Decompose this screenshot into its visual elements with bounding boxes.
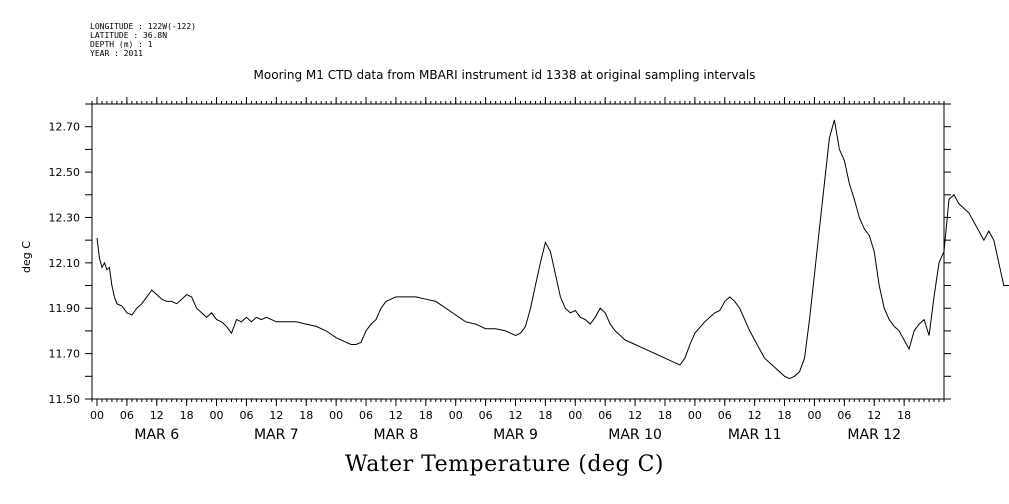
chart-title: Mooring M1 CTD data from MBARI instrumen… [253, 68, 756, 82]
x-tick-label: 18 [538, 409, 552, 422]
x-tick-label: 00 [90, 409, 104, 422]
x-day-label: MAR 12 [847, 427, 901, 443]
x-tick-label: 00 [688, 409, 702, 422]
x-tick-label: 00 [210, 409, 224, 422]
longitude-text: LONGITUDE : 122W(-122) [90, 22, 196, 31]
y-tick-label: 12.10 [49, 257, 81, 270]
x-tick-label: 12 [748, 409, 762, 422]
y-tick-label: 11.90 [49, 302, 81, 315]
x-tick-label: 06 [479, 409, 493, 422]
year-text: YEAR : 2011 [90, 49, 143, 58]
x-tick-label: 00 [568, 409, 582, 422]
y-tick-label: 12.50 [49, 166, 81, 179]
x-tick-label: 06 [359, 409, 373, 422]
x-day-label: MAR 10 [608, 427, 662, 443]
x-tick-label: 18 [419, 409, 433, 422]
x-tick-label: 12 [150, 409, 164, 422]
x-day-label: MAR 6 [134, 427, 179, 443]
x-tick-label: 18 [897, 409, 911, 422]
depth-text: DEPTH (m) : 1 [90, 40, 153, 49]
x-tick-label: 18 [180, 409, 194, 422]
x-day-label: MAR 11 [728, 427, 782, 443]
temperature-series-line [96, 119, 1009, 380]
x-day-label: MAR 8 [374, 427, 419, 443]
x-tick-label: 06 [239, 409, 253, 422]
x-tick-label: 06 [837, 409, 851, 422]
x-day-label: MAR 7 [254, 427, 299, 443]
x-tick-label: 18 [299, 409, 313, 422]
metadata-block: LONGITUDE : 122W(-122) LATITUDE : 36.8N … [90, 22, 196, 58]
latitude-text: LATITUDE : 36.8N [90, 31, 168, 40]
x-tick-label: 12 [867, 409, 881, 422]
x-tick-label: 12 [509, 409, 523, 422]
x-axis-label: Water Temperature (deg C) [345, 452, 664, 477]
x-tick-label: 18 [778, 409, 792, 422]
y-tick-label: 11.50 [49, 393, 81, 406]
x-tick-label: 06 [718, 409, 732, 422]
y-tick-label: 12.70 [49, 121, 81, 134]
x-tick-label: 06 [120, 409, 134, 422]
x-tick-label: 12 [628, 409, 642, 422]
y-tick-label: 12.30 [49, 211, 81, 224]
x-tick-label: 00 [329, 409, 343, 422]
plot-frame [91, 103, 945, 400]
x-tick-label: 06 [598, 409, 612, 422]
y-tick-label: 11.70 [49, 348, 81, 361]
x-tick-label: 12 [269, 409, 283, 422]
x-tick-label: 00 [449, 409, 463, 422]
x-day-label: MAR 9 [493, 427, 538, 443]
x-tick-label: 18 [658, 409, 672, 422]
x-tick-label: 00 [807, 409, 821, 422]
x-tick-label: 12 [389, 409, 403, 422]
